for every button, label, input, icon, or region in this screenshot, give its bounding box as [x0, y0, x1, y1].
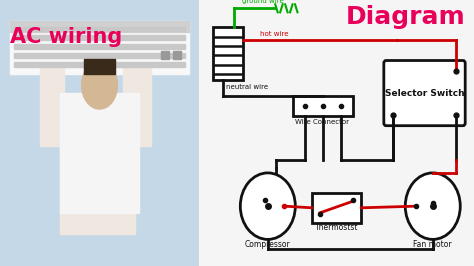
- FancyBboxPatch shape: [213, 27, 243, 80]
- Text: hot wire: hot wire: [260, 31, 288, 37]
- Text: ground wire: ground wire: [242, 0, 284, 4]
- Bar: [14, 35, 185, 40]
- Text: neutral wire: neutral wire: [226, 84, 268, 90]
- Bar: [60, 93, 139, 213]
- Bar: [10, 21, 189, 74]
- Bar: [14, 44, 185, 49]
- FancyBboxPatch shape: [292, 97, 353, 117]
- Text: Thermostst: Thermostst: [315, 223, 358, 232]
- Text: AC wiring: AC wiring: [10, 27, 122, 47]
- Bar: [10, 21, 189, 32]
- Text: Wire Connector: Wire Connector: [295, 119, 349, 125]
- Bar: [83, 59, 116, 74]
- Text: Compressor: Compressor: [245, 240, 291, 249]
- FancyBboxPatch shape: [384, 61, 465, 126]
- FancyBboxPatch shape: [312, 193, 361, 223]
- Bar: [14, 53, 185, 58]
- Circle shape: [405, 173, 460, 239]
- Bar: [14, 62, 185, 66]
- Bar: [14, 27, 185, 31]
- Bar: [161, 51, 169, 59]
- Text: Diagram: Diagram: [346, 5, 465, 29]
- Bar: [173, 51, 181, 59]
- Circle shape: [82, 61, 118, 109]
- Circle shape: [240, 173, 295, 239]
- Bar: [60, 101, 136, 234]
- Bar: [123, 66, 151, 146]
- Text: Selector Switch: Selector Switch: [385, 89, 465, 98]
- Text: Fan motor: Fan motor: [413, 240, 452, 249]
- Bar: [40, 66, 64, 146]
